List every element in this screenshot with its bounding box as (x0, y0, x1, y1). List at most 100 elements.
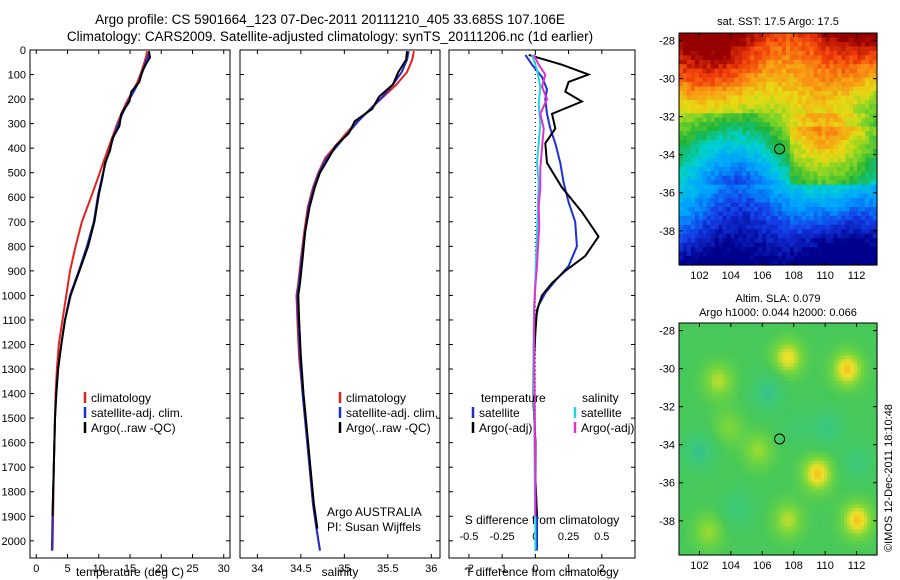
sst_map-cell (694, 140, 700, 146)
sla_map-cell (804, 439, 809, 444)
sst_map-cell (734, 220, 739, 226)
sst_map-cell (710, 180, 716, 186)
sst_map-cell (778, 220, 783, 226)
sla_map-cell (702, 333, 706, 339)
sla_map-cell (781, 395, 786, 400)
sla_map-cell (754, 442, 759, 447)
sst_map-cell (821, 33, 827, 39)
sla_map-cell (728, 352, 733, 357)
sst_map-cell (774, 153, 779, 159)
sla_map-cell (764, 388, 769, 393)
sst_map-cell (726, 215, 732, 221)
sla_map-cell (692, 362, 697, 368)
sla_map-cell (787, 442, 792, 447)
sla_map-cell (758, 348, 763, 353)
temperature-frame (29, 49, 231, 559)
sst_map-cell (746, 184, 751, 190)
sla_map-cell (827, 341, 832, 346)
sst_map-cell (774, 37, 779, 43)
sst_map-cell (845, 33, 850, 39)
sst_map-cell (730, 211, 736, 217)
sst_map-cell (686, 135, 692, 141)
sst_map-cell (762, 149, 767, 155)
sst_map-cell (738, 104, 743, 110)
sla_map-cell (807, 431, 812, 436)
sla_map-cell (811, 424, 815, 429)
sst_map-cell (746, 77, 751, 83)
sst_map-cell (778, 207, 783, 213)
sst_map-cell (801, 224, 807, 230)
sla_map-cell (692, 326, 697, 331)
sla_map-cell (731, 410, 736, 415)
sst_map-cell (833, 73, 838, 79)
sst_map-cell (730, 238, 736, 244)
sst_map-cell (785, 64, 791, 70)
sla_map-cell (705, 399, 710, 404)
sla_map-cell (873, 384, 878, 389)
sst_map-cell (738, 229, 743, 235)
sst_map-cell (869, 77, 874, 83)
sst_map-cell (778, 166, 783, 172)
sst_map-cell (762, 189, 767, 195)
sla_map-cell (850, 439, 855, 444)
sst_map-cell (825, 135, 831, 141)
sst_map-cell (817, 113, 823, 119)
sla_map-cell (844, 410, 848, 415)
sst_map-cell (698, 135, 704, 141)
sla_map-cell (824, 388, 829, 393)
temperature-xtick-label: 20 (155, 563, 167, 575)
sst_map-cell (793, 144, 799, 150)
sla_map-cell (708, 384, 713, 389)
sla_map-cell (761, 435, 766, 440)
sst_map-cell (738, 113, 743, 119)
sst_map-cell (738, 175, 743, 181)
sla_map-cell (804, 417, 809, 422)
sla_map-cell (771, 323, 776, 328)
sst_map-cell (853, 175, 858, 181)
sst_map-cell (726, 171, 732, 177)
sst_map-cell (849, 202, 854, 208)
sla_map-cell (844, 362, 848, 368)
sla_map-cell (728, 348, 733, 353)
sla_map-cell (844, 406, 848, 411)
sst_map-cell (778, 131, 783, 137)
sla_map-cell (873, 420, 878, 426)
sla_map-cell (728, 395, 733, 400)
sla_map-cell (768, 420, 772, 426)
sst_map-cell (873, 193, 878, 199)
sla_map-cell (787, 344, 792, 349)
sla_map-cell (745, 391, 749, 397)
sst_map-cell (770, 224, 775, 230)
sla_map-cell (771, 424, 776, 429)
sla_map-cell (804, 406, 809, 411)
sst_map-cell (861, 256, 866, 262)
sst_map-cell (726, 256, 732, 262)
sla_map-cell (764, 348, 769, 353)
sla_map-cell (774, 420, 779, 426)
sla_map-cell (682, 424, 687, 429)
sst_map-cell (734, 157, 739, 163)
sst_map-cell (793, 86, 799, 92)
sst_map-cell (690, 55, 696, 61)
sst_map-cell (750, 224, 755, 230)
depth-tick-label: 1700 (2, 462, 26, 474)
sla_map-cell (820, 359, 825, 364)
sst_map-cell (853, 247, 858, 253)
sst_map-cell (702, 233, 708, 239)
sst_map-cell (789, 126, 795, 132)
sla_map-cell (688, 330, 693, 335)
sla_map-cell (712, 341, 716, 346)
sla_map-cell (702, 410, 706, 415)
sla_map-cell (811, 402, 815, 407)
sst_map-cell (706, 37, 712, 43)
sst_map-cell (690, 131, 696, 137)
sla_map-cell (863, 420, 868, 426)
sst_map-cell (865, 50, 870, 56)
sla_map-cell (718, 326, 723, 331)
sst_map-cell (679, 99, 684, 105)
sst_map-cell (789, 229, 795, 235)
sla_map-cell (847, 341, 852, 346)
sla_map-cell (685, 384, 690, 389)
sla_map-cell (764, 442, 769, 447)
sla_map-cell (814, 337, 819, 342)
